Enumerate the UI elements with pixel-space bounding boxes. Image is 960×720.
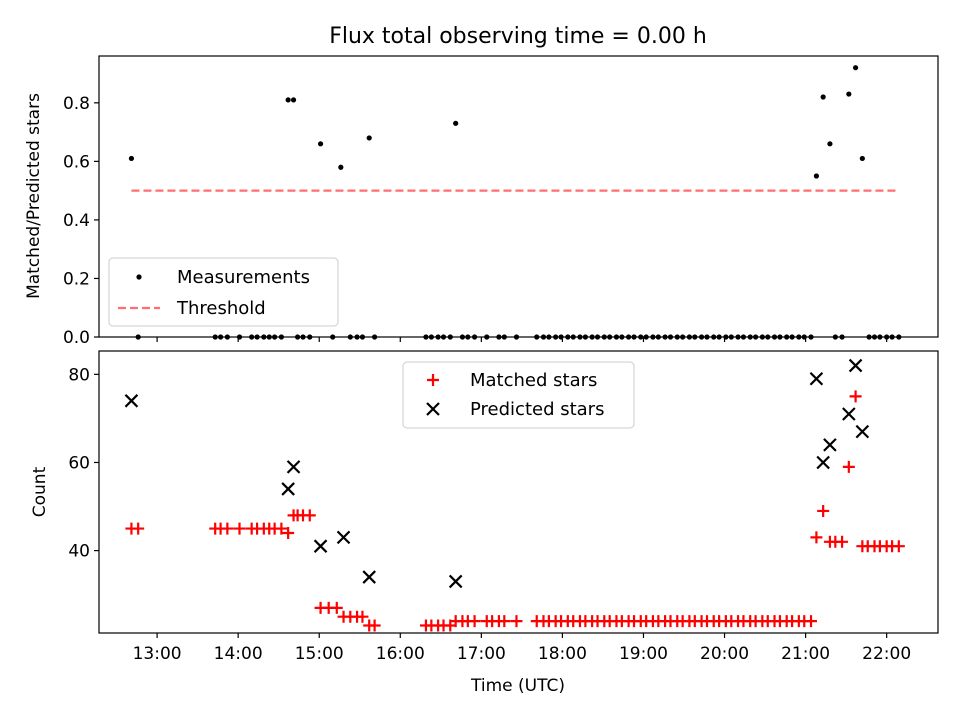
- matched-stars-point: [805, 615, 818, 628]
- measurement-point: [453, 120, 459, 126]
- measurement-point: [852, 65, 859, 71]
- matched-stars-point: [303, 509, 316, 522]
- predicted-stars-point: [848, 358, 863, 373]
- top-axes: 0.00.20.40.60.8 Matched/Predicted stars …: [24, 55, 939, 348]
- x-tick-label: 19:00: [619, 644, 668, 664]
- x-tick-label: 20:00: [700, 644, 749, 664]
- predicted-stars-point: [362, 570, 376, 584]
- x-axis-label: Time (UTC): [470, 676, 565, 696]
- measurement-point: [859, 155, 865, 162]
- predicted-stars-point: [809, 371, 824, 386]
- matched-stars-point: [368, 619, 381, 632]
- legend-measurements-label: Measurements: [177, 267, 310, 288]
- bottom-y-tick-label: 40: [68, 542, 90, 562]
- bottom-axes: 40 60 80 13:00 14:00 15:00 16:00 17:00 18:00 19:…: [30, 350, 939, 696]
- bottom-plot-marks: [124, 358, 905, 632]
- x-tick-label: 16:00: [376, 644, 425, 664]
- matched-stars-point: [468, 615, 481, 628]
- bottom-legend: Matched stars Predicted stars: [402, 361, 635, 429]
- top-y-tick-label: 0.2: [63, 269, 90, 289]
- measurement-point: [820, 94, 826, 100]
- legend-predicted-label: Predicted stars: [470, 399, 604, 420]
- x-tick-label: 13:00: [133, 644, 182, 664]
- matched-stars-point: [330, 601, 343, 614]
- predicted-stars-point: [313, 539, 328, 553]
- matched-stars-point: [842, 460, 855, 473]
- chart-title: Flux total observing time = 0.00 h: [329, 24, 707, 49]
- matched-stars-point: [849, 390, 862, 403]
- measurement-point: [128, 155, 135, 162]
- bottom-y-tick-label: 80: [68, 365, 90, 385]
- measurement-point: [338, 164, 344, 170]
- matched-stars-point: [498, 615, 511, 628]
- matched-stars-point: [221, 522, 234, 535]
- matched-stars-point: [282, 526, 295, 539]
- predicted-stars-point: [286, 460, 301, 474]
- measurement-point: [846, 91, 852, 97]
- x-tick-label: 21:00: [781, 644, 830, 664]
- matched-stars-point: [810, 531, 823, 544]
- predicted-stars-point: [448, 574, 463, 589]
- top-y-axis-label: Matched/Predicted stars: [24, 93, 44, 299]
- predicted-stars-point: [842, 407, 856, 421]
- bottom-y-axis-label: Count: [30, 466, 50, 517]
- legend-threshold-label: Threshold: [176, 298, 266, 319]
- matched-stars-point: [510, 615, 523, 628]
- x-tick-label: 22:00: [862, 644, 911, 664]
- top-y-tick-label: 0.6: [63, 152, 90, 172]
- matched-stars-point: [892, 540, 905, 553]
- matched-stars-point: [817, 504, 830, 517]
- measurement-point: [290, 97, 297, 103]
- matched-stars-point: [132, 522, 145, 535]
- top-x-ticks: [156, 337, 888, 342]
- predicted-stars-point: [336, 530, 351, 545]
- predicted-stars-point: [855, 424, 870, 439]
- matched-stars-point: [233, 522, 246, 535]
- bottom-y-ticks: 40 60 80: [68, 365, 99, 562]
- top-y-ticks: 0.0 0.2 0.4 0.6 0.8: [63, 94, 99, 348]
- legend-predicted-marker: [426, 402, 440, 416]
- matched-stars-point: [836, 535, 849, 548]
- top-y-tick-label: 0.4: [63, 211, 90, 231]
- top-y-tick-label: 0.0: [63, 328, 90, 348]
- matched-stars-point: [356, 610, 369, 623]
- x-tick-label: 17:00: [457, 644, 506, 664]
- predicted-stars-point: [823, 438, 837, 452]
- measurement-point: [813, 173, 820, 179]
- x-tick-label: 18:00: [538, 644, 587, 664]
- matched-stars-point: [275, 522, 288, 535]
- predicted-stars-point: [816, 455, 830, 470]
- bottom-x-ticks: 13:00 14:00 15:00 16:00 17:00 18:00 19:00 20:00…: [133, 633, 911, 664]
- x-tick-label: 15:00: [295, 644, 344, 664]
- bottom-legend-box: [402, 361, 635, 429]
- predicted-stars-point: [124, 394, 139, 408]
- measurement-point: [285, 97, 291, 103]
- top-y-tick-label: 0.8: [63, 94, 90, 114]
- measurement-point: [317, 141, 324, 147]
- legend-measurements-marker: [136, 274, 142, 280]
- top-axes-frame: [98, 55, 939, 338]
- bottom-axes-frame: [98, 350, 939, 634]
- legend-matched-label: Matched stars: [470, 370, 597, 391]
- x-tick-label: 14:00: [214, 644, 263, 664]
- bottom-y-tick-label: 60: [68, 453, 90, 473]
- legend-matched-marker: [427, 374, 439, 386]
- predicted-stars-point: [281, 482, 295, 496]
- top-legend: Measurements Threshold: [108, 257, 339, 327]
- measurement-point: [366, 135, 372, 141]
- measurement-point: [827, 141, 833, 147]
- top-legend-box: [108, 257, 339, 327]
